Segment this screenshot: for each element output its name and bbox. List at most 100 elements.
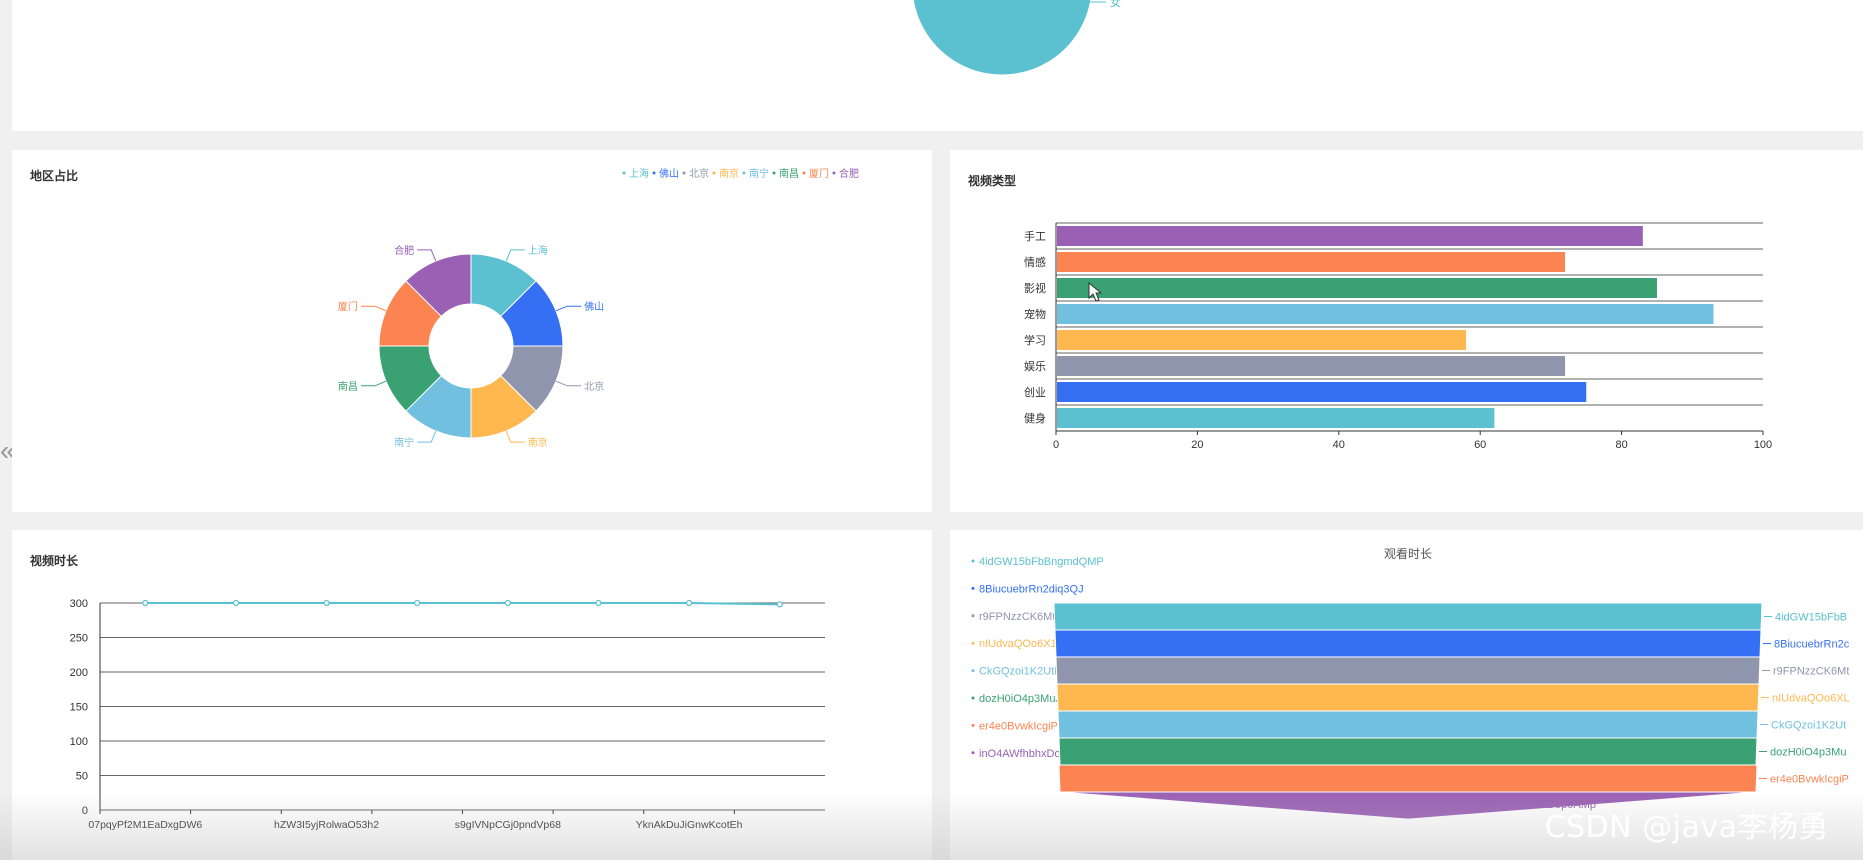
type-bar: [1057, 408, 1495, 428]
funnel-layer: [1056, 683, 1760, 712]
region-legend-item: 上海: [629, 167, 649, 180]
duration-panel: 视频时长 0 50 100 150 200 250 300 07pqyPf2M1EaDxgDW…: [12, 530, 932, 860]
legend-dot-icon: [802, 171, 806, 175]
gender-pie-chart: 女: [912, 0, 1121, 76]
x-tick-label: s9gIVNpCGj0pndVp68: [455, 819, 561, 831]
type-bar: [1057, 356, 1566, 376]
watch-panel: 观看时长 4idGW15bFbBngmdQMP 8BiucuebrRn2diq3QJ…: [950, 530, 1863, 860]
y-tick-label: 200: [70, 667, 88, 679]
legend-dot-icon: [971, 723, 975, 727]
region-chart-title: 地区占比: [30, 169, 79, 183]
duration-line-chart: 0 50 100 150 200 250 300 07pqyPf2M1EaDxgDW6 hZW3…: [70, 598, 825, 831]
type-bar: [1057, 278, 1657, 298]
funnel-right-label: inO4AWfhbhxDop0AMp: [1480, 799, 1596, 811]
legend-dot-icon: [772, 171, 776, 175]
gender-panel: 女: [12, 0, 1863, 131]
legend-dot-icon: [971, 669, 975, 673]
x-tick-label: 40: [1333, 439, 1345, 451]
region-label-leader: [360, 380, 387, 387]
type-bar: [1057, 252, 1566, 272]
region-label-leader: [360, 305, 387, 312]
region-slice-label: 北京: [584, 380, 604, 393]
funnel-layer: [1058, 764, 1758, 793]
funnel-layer: [1055, 656, 1761, 685]
duration-point: [685, 599, 693, 607]
legend-dot-icon: [971, 696, 975, 700]
funnel-right-label: er4e0BvwkIcgiP: [1770, 774, 1849, 786]
duration-series-line: [145, 602, 780, 606]
region-legend-item: 南昌: [779, 167, 799, 180]
csdn-watermark: CSDN @java李杨勇: [1544, 810, 1829, 845]
funnel-right-label: 4idGW15bFbB: [1775, 612, 1847, 624]
legend-dot-icon: [971, 559, 975, 563]
region-donut-slice: [405, 253, 472, 318]
y-tick-label: 150: [70, 702, 88, 714]
type-bar-chart: 健身 创业 娱乐 学习 宠物 影视 情感 手工 0 20 40 60 80 100: [1024, 222, 1772, 451]
mouse-cursor-icon: [1088, 281, 1103, 302]
region-legend-item: 厦门: [809, 167, 829, 180]
region-slice-label: 厦门: [338, 300, 358, 313]
type-category-label: 学习: [1024, 333, 1046, 347]
region-legend-item: 南京: [719, 167, 739, 180]
duration-point: [595, 599, 602, 607]
region-label-leader: [417, 249, 437, 262]
legend-dot-icon: [971, 751, 975, 755]
type-chart-title: 视频类型: [968, 174, 1017, 188]
funnel-layer: [1057, 710, 1759, 739]
region-label-leader: [505, 249, 525, 262]
legend-dot-icon: [622, 171, 626, 175]
region-label-leader: [505, 430, 525, 443]
region-legend-item: 佛山: [659, 167, 679, 180]
watch-chart-title: 观看时长: [1384, 547, 1432, 561]
x-tick-label: 80: [1615, 439, 1627, 451]
region-slice-label: 佛山: [584, 300, 604, 313]
type-bar: [1057, 304, 1714, 324]
watch-legend-item: 4idGW15bFbBngmdQMP: [979, 556, 1104, 568]
duration-point: [232, 599, 240, 607]
region-legend-item: 南宁: [749, 167, 769, 180]
region-label-leader: [555, 305, 582, 312]
x-tick-label: 07pqyPf2M1EaDxgDW6: [88, 819, 202, 831]
duration-chart-title: 视频时长: [30, 554, 79, 568]
legend-dot-icon: [682, 171, 686, 175]
funnel-right-label: CkGQzoi1K2Ut: [1771, 720, 1846, 732]
legend-dot-icon: [742, 171, 746, 175]
duration-point: [142, 599, 149, 607]
legend-dot-icon: [971, 586, 975, 590]
type-category-label: 宠物: [1024, 307, 1046, 321]
region-panel: 地区占比 上海 佛山 北京 南京 南宁 南昌 厦门 合肥 上海 佛山 北京 南京 南宁 南昌 厦门 合肥: [12, 150, 932, 512]
region-slice-label: 南昌: [338, 380, 358, 393]
x-tick-label: YknAkDuJiGnwKcotEh: [636, 819, 743, 831]
type-panel: 视频类型 健身 创业 娱乐 学习 宠物 影视 情感 手工 0 20 40 60 80 100: [950, 150, 1863, 512]
region-legend-item: 北京: [689, 167, 709, 180]
x-tick-label: 0: [1053, 439, 1059, 451]
region-slice-label: 上海: [528, 244, 548, 257]
x-tick-label: 60: [1474, 439, 1486, 451]
prev-arrow-icon[interactable]: «: [0, 435, 16, 466]
x-tick-label: 100: [1754, 439, 1772, 451]
type-bar: [1057, 382, 1587, 402]
gender-pie-slice: [912, 0, 1092, 76]
type-category-label: 情感: [1024, 256, 1046, 269]
funnel-right-label: dozH0iO4p3Mu: [1770, 747, 1846, 759]
x-tick-label: hZW3I5yjRolwaO53h2: [274, 819, 379, 831]
y-tick-label: 100: [70, 736, 88, 748]
region-label-leader: [417, 430, 437, 443]
legend-dot-icon: [652, 171, 656, 175]
type-category-label: 手工: [1024, 229, 1046, 243]
type-category-label: 影视: [1024, 281, 1046, 295]
watch-funnel-chart: 观看时长 4idGW15bFbBngmdQMP 8BiucuebrRn2diq3QJ…: [971, 547, 1850, 820]
gender-slice-leader: [1081, 1, 1106, 6]
y-tick-label: 300: [70, 598, 88, 610]
type-bar: [1057, 330, 1467, 350]
type-bar: [1057, 226, 1643, 246]
duration-point: [323, 599, 330, 607]
type-category-label: 健身: [1024, 411, 1046, 425]
legend-dot-icon: [971, 641, 975, 645]
type-category-label: 娱乐: [1024, 359, 1046, 373]
funnel-right-label: nIUdvaQOo6XL: [1772, 693, 1850, 705]
region-slice-label: 合肥: [394, 244, 414, 257]
gender-slice-label: 女: [1110, 0, 1121, 9]
region-slice-label: 南京: [528, 436, 548, 449]
